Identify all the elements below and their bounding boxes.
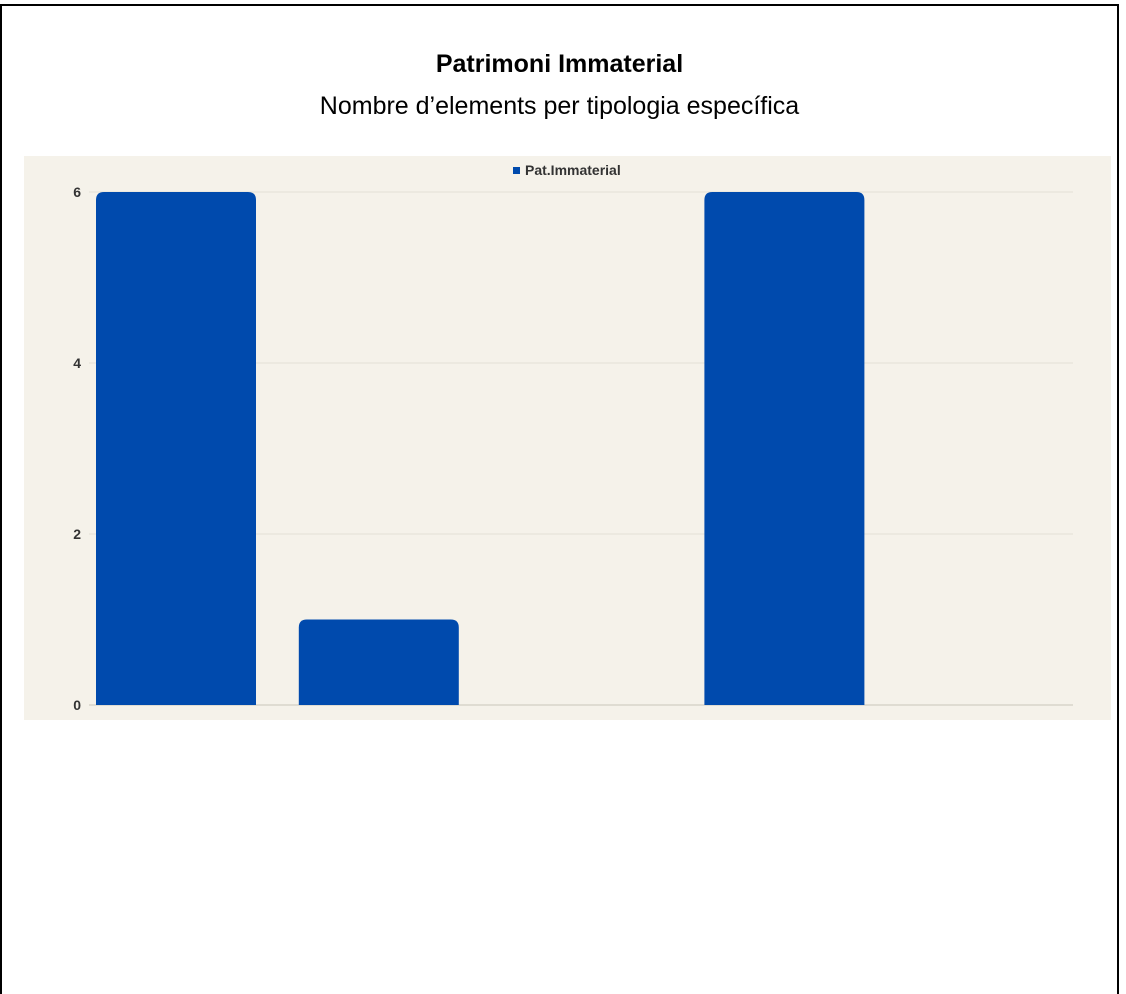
bar-musica-i-dansa [704, 192, 864, 705]
y-axis-ticks: 0 2 4 6 [73, 184, 81, 713]
legend: Pat.Immaterial [513, 162, 621, 178]
y-tick-label: 0 [73, 697, 81, 713]
legend-label: Pat.Immaterial [525, 162, 621, 178]
y-tick-label: 4 [73, 355, 81, 371]
bar-tec-artesanal [299, 620, 459, 706]
chart-subtitle: Nombre d’elements per tipologia específi… [0, 92, 1119, 121]
chart-title: Patrimoni Immaterial [0, 50, 1119, 79]
y-tick-label: 2 [73, 526, 81, 542]
y-tick-label: 6 [73, 184, 81, 200]
bar-m-festiva [96, 192, 256, 705]
legend-swatch [513, 167, 520, 174]
bars [96, 192, 864, 705]
